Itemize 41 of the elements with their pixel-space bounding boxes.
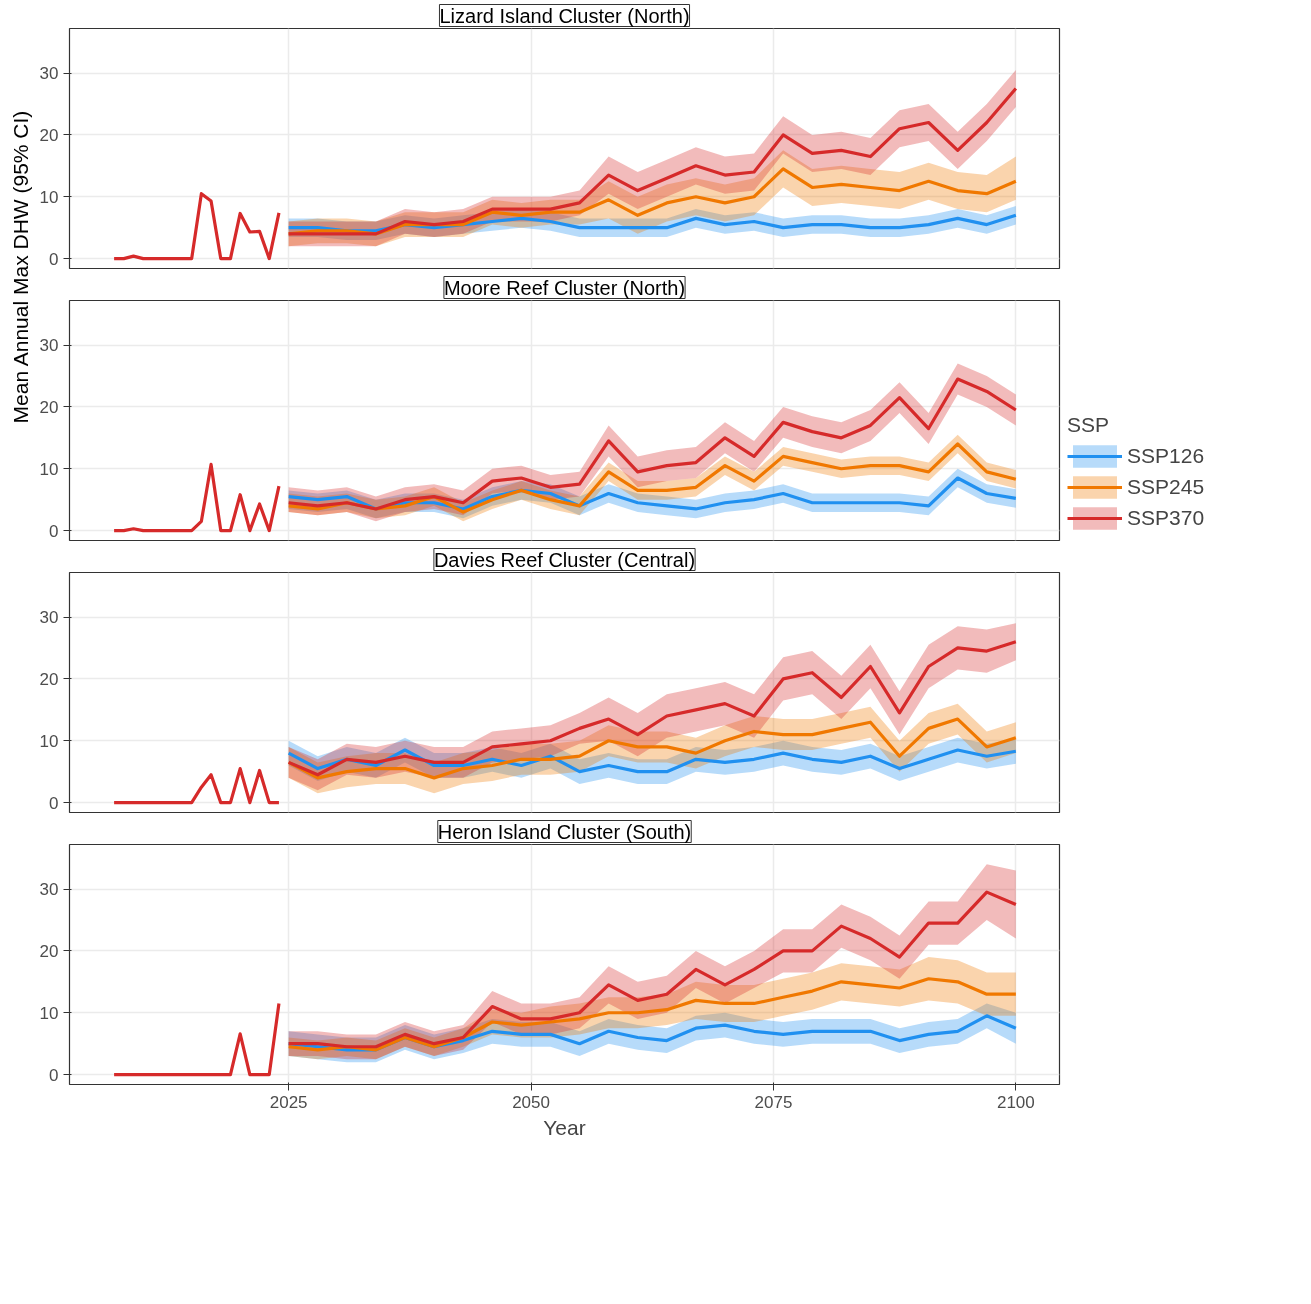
y-tick-label: 10: [39, 731, 59, 751]
y-tick-label: 10: [39, 1003, 59, 1023]
y-tick-label: 20: [39, 669, 59, 689]
line-series: [287, 377, 1018, 511]
chart-title: Heron Island Cluster (South): [437, 820, 692, 843]
y-tick-label: 10: [39, 459, 59, 479]
y-axis-title: Mean Annual Max DHW (95% CI): [8, 110, 32, 424]
y-tick-label: 20: [39, 397, 59, 417]
chart-title: Davies Reef Cluster (Central): [433, 548, 696, 571]
y-tick-label: 30: [39, 880, 59, 900]
y-tick-label: 30: [39, 608, 59, 628]
line-series: [112, 192, 281, 261]
line-series: [112, 462, 281, 533]
legend-title: SSP: [1067, 413, 1111, 437]
y-tick-label: 0: [49, 249, 59, 269]
line-series: [112, 766, 281, 805]
y-tick-label: 0: [49, 1065, 59, 1085]
y-tick-label: 10: [39, 187, 59, 207]
line-series: [287, 977, 1018, 1052]
line-series: [287, 717, 1018, 780]
x-tick-label: 2050: [512, 1092, 550, 1112]
line-series: [287, 890, 1018, 1049]
legend-label: SSP245: [1127, 475, 1205, 499]
line-series: [287, 442, 1018, 514]
y-tick-label: 20: [39, 941, 59, 961]
x-tick-label: 2025: [269, 1092, 308, 1112]
x-axis-title: Year: [543, 1115, 586, 1139]
y-tick-label: 30: [39, 336, 59, 356]
y-tick-label: 0: [49, 521, 59, 541]
line-series: [287, 748, 1018, 774]
legend-label: SSP370: [1127, 506, 1205, 530]
chart-title: Lizard Island Cluster (North): [439, 4, 690, 27]
line-series: [287, 640, 1018, 777]
y-tick-label: 20: [39, 125, 59, 145]
y-tick-label: 0: [49, 793, 59, 813]
chart-title: Moore Reef Cluster (North): [443, 276, 686, 299]
line-series: [287, 86, 1018, 236]
x-tick-label: 2075: [754, 1092, 793, 1112]
legend-label: SSP126: [1127, 444, 1205, 468]
y-tick-label: 30: [39, 64, 59, 84]
x-tick-label: 2100: [996, 1092, 1035, 1112]
